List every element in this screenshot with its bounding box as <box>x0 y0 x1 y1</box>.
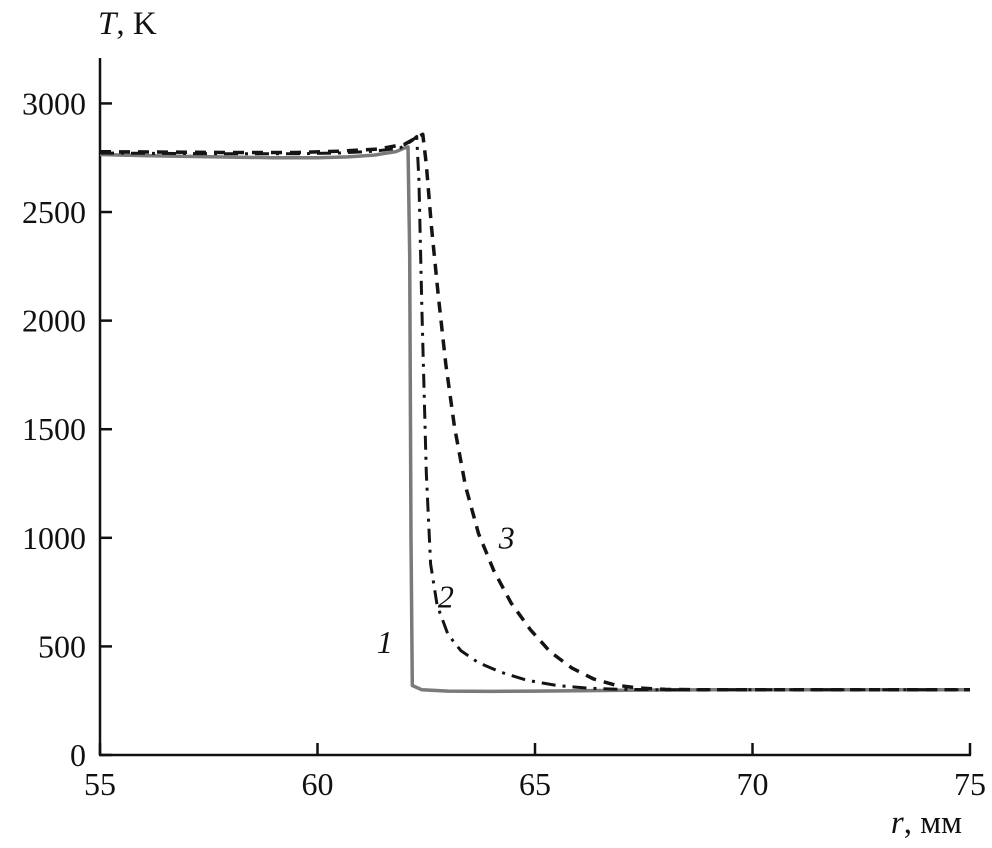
curve-label-1: 1 <box>377 624 393 660</box>
y-tick-label: 2000 <box>22 303 86 339</box>
x-tick-label: 55 <box>84 766 116 802</box>
y-axis-title: T, K <box>98 6 157 43</box>
x-tick-label: 70 <box>737 766 769 802</box>
y-tick-label: 3000 <box>22 85 86 121</box>
y-axis-unit: , K <box>116 6 157 42</box>
x-axis-variable: r <box>890 805 904 841</box>
series-curve-3 <box>99 132 970 692</box>
x-axis-title: r, мм <box>891 805 962 842</box>
y-tick-label: 500 <box>38 628 86 664</box>
y-tick-label: 0 <box>70 737 86 773</box>
series-curve-2 <box>99 135 970 692</box>
series-curve-1 <box>99 145 970 694</box>
y-axis-variable: T <box>98 6 117 42</box>
curve-label-2: 2 <box>438 578 454 614</box>
x-tick-label: 65 <box>519 766 551 802</box>
y-tick-label: 1500 <box>22 411 86 447</box>
curve-label-3: 3 <box>498 520 515 556</box>
x-tick-label: 75 <box>954 766 986 802</box>
y-tick-label: 1000 <box>22 520 86 556</box>
y-tick-label: 2500 <box>22 194 86 230</box>
x-axis-unit: , мм <box>903 805 962 841</box>
x-tick-label: 60 <box>302 766 334 802</box>
